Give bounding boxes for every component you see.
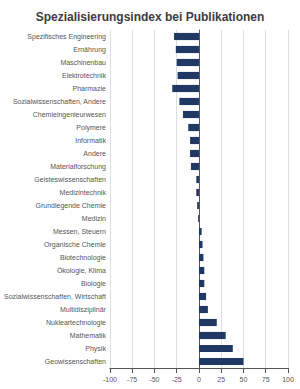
svg-text:25: 25 (217, 376, 225, 383)
svg-text:Ernährung: Ernährung (73, 46, 106, 54)
svg-text:Biotechnologie: Biotechnologie (60, 254, 106, 262)
svg-text:Pharmazie: Pharmazie (72, 85, 106, 92)
svg-text:Ökologie, Klima: Ökologie, Klima (57, 267, 106, 275)
svg-text:Grundlegende Chemie: Grundlegende Chemie (35, 202, 106, 210)
svg-text:-75: -75 (127, 376, 137, 383)
svg-text:Messen, Steuern: Messen, Steuern (53, 228, 106, 235)
svg-text:Sozialwissenschaften, Andere: Sozialwissenschaften, Andere (13, 98, 106, 105)
svg-text:-25: -25 (172, 376, 182, 383)
svg-text:Sozialwissenschaften, Wirtscha: Sozialwissenschaften, Wirtschaft (4, 293, 106, 300)
svg-text:Andere: Andere (83, 150, 106, 157)
svg-text:0: 0 (197, 376, 201, 383)
svg-text:Physik: Physik (85, 345, 106, 353)
svg-text:Elektrotechnik: Elektrotechnik (62, 72, 106, 79)
svg-text:75: 75 (262, 376, 270, 383)
svg-text:Geowissenschaften: Geowissenschaften (45, 358, 106, 365)
svg-text:-100: -100 (103, 376, 117, 383)
svg-text:Mathematik: Mathematik (70, 332, 107, 339)
svg-text:Chemieingenieurwesen: Chemieingenieurwesen (33, 111, 106, 119)
svg-text:Materialforschung: Materialforschung (50, 163, 106, 171)
svg-text:-50: -50 (149, 376, 159, 383)
svg-text:Medizin: Medizin (82, 215, 106, 222)
svg-text:Nukleartechnologie: Nukleartechnologie (46, 319, 106, 327)
svg-text:Polymere: Polymere (76, 124, 106, 132)
svg-text:Organische Chemie: Organische Chemie (44, 241, 106, 249)
svg-text:Multidisziplinär: Multidisziplinär (60, 306, 107, 314)
svg-text:50: 50 (240, 376, 248, 383)
svg-text:Biologie: Biologie (81, 280, 106, 288)
svg-text:Spezifisches Engineering: Spezifisches Engineering (27, 33, 106, 41)
svg-text:Medizintechnik: Medizintechnik (60, 189, 107, 196)
svg-text:Maschinenbau: Maschinenbau (60, 59, 106, 66)
svg-text:Spezialisierungsindex bei Publ: Spezialisierungsindex bei Publikationen (36, 10, 265, 24)
svg-text:Informatik: Informatik (75, 137, 106, 144)
svg-text:Geisteswissenschaften: Geisteswissenschaften (34, 176, 106, 183)
svg-text:100: 100 (282, 376, 294, 383)
